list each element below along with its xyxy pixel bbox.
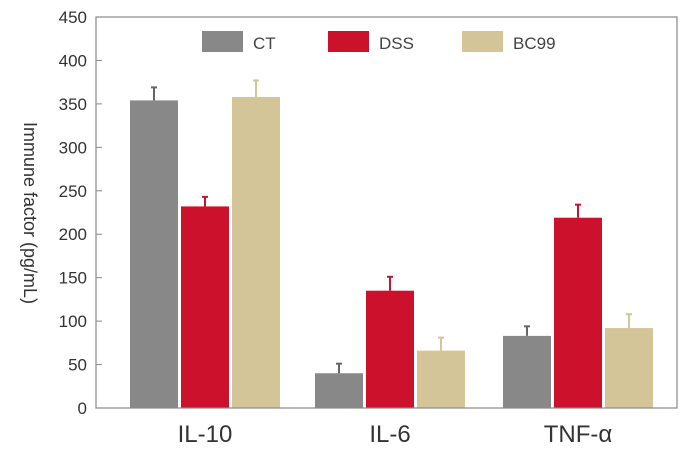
legend-swatch-dss <box>328 31 369 52</box>
y-tick-label: 250 <box>59 182 87 201</box>
bar-dss-0 <box>181 206 229 408</box>
y-tick-label: 100 <box>59 312 87 331</box>
x-category-label: IL-10 <box>178 421 233 448</box>
legend-swatch-bc99 <box>462 31 503 52</box>
x-category-label: TNF-α <box>544 421 613 448</box>
bar-ct-2 <box>503 335 551 408</box>
bar-bc99-2 <box>605 328 653 408</box>
y-tick-label: 300 <box>59 138 87 157</box>
y-tick-label: 0 <box>78 399 87 418</box>
legend-label: DSS <box>379 34 414 53</box>
y-axis-label: Immune factor (pg/mL) <box>20 122 40 304</box>
bar-ct-1 <box>315 373 363 408</box>
bar-dss-2 <box>554 217 602 408</box>
y-tick-label: 50 <box>68 356 87 375</box>
x-category-label: IL-6 <box>369 421 410 448</box>
bar-dss-1 <box>366 290 414 408</box>
y-tick-label: 400 <box>59 51 87 70</box>
legend-label: BC99 <box>513 34 556 53</box>
y-tick-label: 450 <box>59 8 87 27</box>
bar-ct-0 <box>130 100 178 408</box>
legend-swatch-ct <box>202 31 243 52</box>
y-tick-label: 350 <box>59 95 87 114</box>
plot-frame <box>95 16 678 409</box>
y-tick-label: 150 <box>59 269 87 288</box>
legend-label: CT <box>253 34 276 53</box>
y-tick-label: 200 <box>59 225 87 244</box>
bar-bc99-1 <box>417 350 465 408</box>
bar-bc99-0 <box>232 96 280 408</box>
